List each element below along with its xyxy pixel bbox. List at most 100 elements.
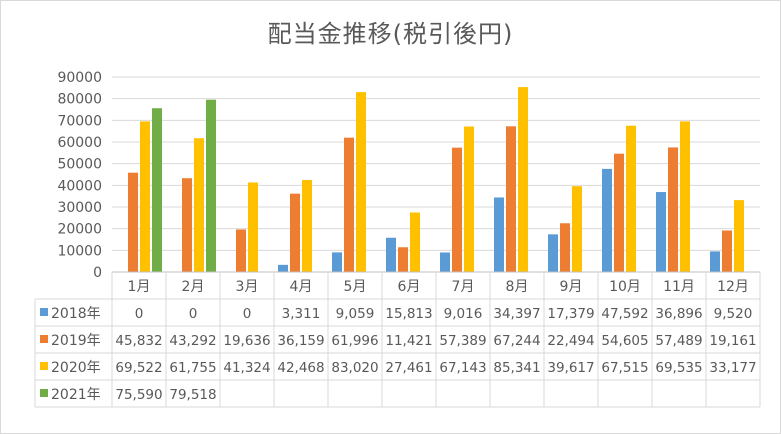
data-label: 57,389 (439, 333, 486, 349)
bar (548, 234, 558, 272)
data-label: 17,379 (547, 306, 594, 322)
bar (386, 237, 396, 272)
category-label: 6月 (398, 279, 421, 295)
data-label: 19,161 (709, 333, 756, 349)
bar (602, 168, 612, 272)
bar (572, 186, 582, 272)
data-label: 3,311 (282, 306, 321, 322)
bar (734, 200, 744, 272)
bar (656, 192, 666, 272)
data-label: 11,421 (385, 333, 432, 349)
data-label: 27,461 (385, 360, 432, 376)
bar (518, 87, 528, 272)
bar (494, 197, 504, 272)
category-label: 10月 (609, 279, 641, 295)
bar (206, 99, 216, 272)
data-label: 42,468 (277, 360, 324, 376)
data-label: 85,341 (493, 360, 540, 376)
data-label: 22,494 (547, 333, 594, 349)
category-label: 9月 (560, 279, 583, 295)
bar (668, 147, 678, 272)
data-label: 9,520 (714, 306, 753, 322)
data-label: 19,636 (223, 333, 270, 349)
y-tick-label: 10000 (57, 243, 102, 259)
category-label: 3月 (236, 279, 259, 295)
bar (560, 223, 570, 272)
data-label: 39,617 (547, 360, 594, 376)
data-label: 33,177 (709, 360, 756, 376)
y-tick-label: 50000 (57, 157, 102, 173)
category-label: 11月 (663, 279, 695, 295)
data-label: 54,605 (601, 333, 648, 349)
data-label: 43,292 (169, 333, 216, 349)
legend-swatch (40, 335, 48, 343)
legend-label: 2018年 (51, 306, 101, 322)
category-label: 8月 (506, 279, 529, 295)
bar (140, 121, 150, 272)
bar (128, 172, 138, 272)
bar (236, 229, 246, 272)
data-label: 83,020 (331, 360, 378, 376)
category-label: 4月 (290, 279, 313, 295)
bar (452, 147, 462, 272)
data-label: 67,515 (601, 360, 648, 376)
category-label: 12月 (717, 279, 749, 295)
bar (332, 252, 342, 272)
category-label: 7月 (452, 279, 475, 295)
bar (302, 179, 312, 272)
data-label: 36,896 (655, 306, 702, 322)
y-tick-label: 40000 (57, 178, 102, 194)
bar (626, 125, 636, 272)
data-label: 75,590 (115, 387, 162, 403)
y-tick-label: 60000 (57, 135, 102, 151)
bar (344, 137, 354, 272)
chart-title: 配当金推移(税引後円) (267, 20, 514, 48)
y-tick-label: 0 (93, 265, 102, 281)
bar (440, 252, 450, 272)
bar (356, 92, 366, 272)
legend-swatch (40, 389, 48, 397)
bar (410, 212, 420, 272)
bar (710, 251, 720, 272)
data-label: 61,755 (169, 360, 216, 376)
data-label: 47,592 (601, 306, 648, 322)
data-label: 9,059 (336, 306, 375, 322)
bar (152, 108, 162, 272)
legend-label: 2020年 (51, 360, 101, 376)
bar (182, 178, 192, 272)
bar (194, 138, 204, 272)
data-label: 67,244 (493, 333, 540, 349)
legend-label: 2019年 (51, 333, 101, 349)
bar (248, 182, 258, 272)
y-tick-label: 90000 (57, 70, 102, 86)
bar (398, 247, 408, 272)
category-label: 2月 (182, 279, 205, 295)
bar (464, 126, 474, 272)
data-label: 9,016 (444, 306, 483, 322)
data-label: 36,159 (277, 333, 324, 349)
y-tick-label: 70000 (57, 113, 102, 129)
data-label: 69,522 (115, 360, 162, 376)
data-label: 0 (189, 306, 198, 322)
data-label: 45,832 (115, 333, 162, 349)
data-label: 0 (135, 306, 144, 322)
data-label: 61,996 (331, 333, 378, 349)
bar (722, 230, 732, 272)
y-tick-label: 30000 (57, 200, 102, 216)
y-tick-label: 80000 (57, 92, 102, 108)
data-label: 0 (243, 306, 252, 322)
data-label: 15,813 (385, 306, 432, 322)
data-label: 34,397 (493, 306, 540, 322)
bar (614, 153, 624, 272)
bar (506, 126, 516, 273)
category-label: 1月 (128, 279, 151, 295)
bar (680, 121, 690, 272)
bar (278, 264, 288, 272)
data-label: 41,324 (223, 360, 270, 376)
y-tick-label: 20000 (57, 222, 102, 238)
legend-swatch (40, 308, 48, 316)
data-label: 57,489 (655, 333, 702, 349)
legend-label: 2021年 (51, 387, 101, 403)
legend-swatch (40, 362, 48, 370)
